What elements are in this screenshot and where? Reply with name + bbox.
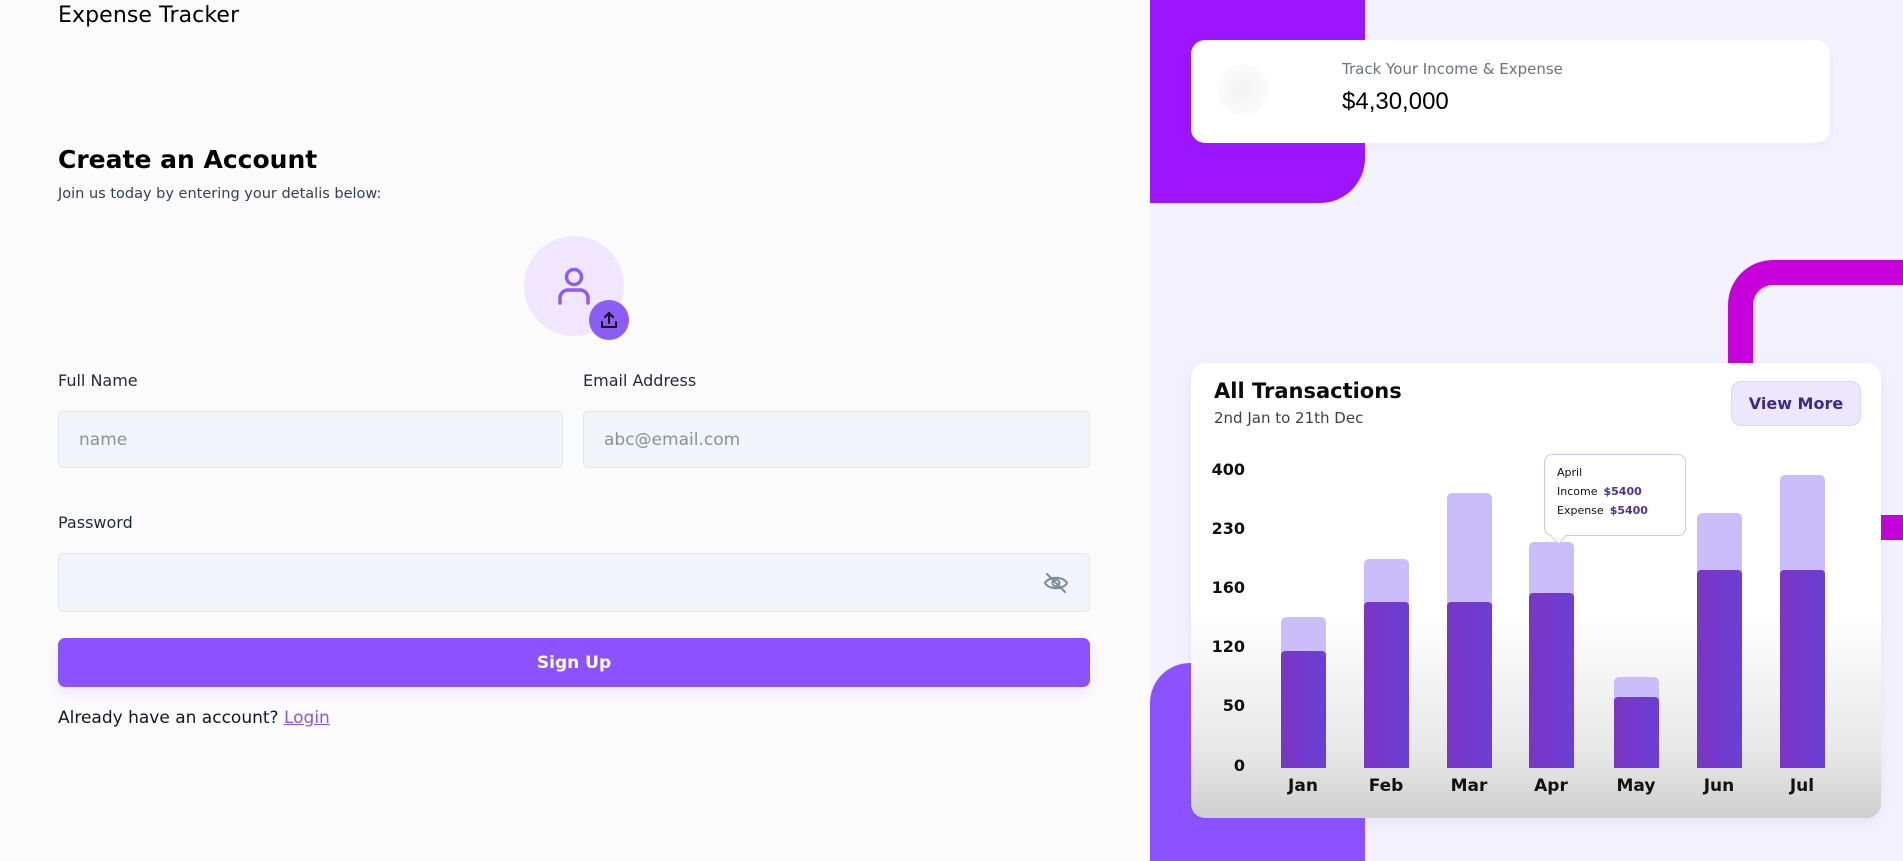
sign-up-button[interactable]: Sign Up [58, 638, 1090, 687]
full-name-label: Full Name [58, 371, 138, 390]
password-label: Password [58, 513, 133, 532]
login-link[interactable]: Login [283, 708, 330, 728]
stat-value: $4,30,000 [1342, 88, 1449, 115]
info-panel: Track Your Income & Expense $4,30,000 Al… [1150, 0, 1903, 861]
eye-off-icon [1043, 573, 1069, 593]
bar-jul[interactable] [1780, 475, 1825, 768]
bar-expense [1447, 602, 1492, 768]
tooltip-income-row: Income $5400 [1557, 482, 1673, 501]
tooltip-income-label: Income [1557, 485, 1598, 498]
login-prompt-text: Already have an account? [58, 708, 279, 728]
bar-jun[interactable] [1697, 513, 1742, 768]
bar-expense [1364, 602, 1409, 768]
email-input[interactable] [583, 411, 1090, 468]
chart-title: All Transactions [1214, 379, 1402, 403]
app-title: Expense Tracker [58, 3, 240, 28]
bar-mar[interactable] [1447, 493, 1492, 768]
toggle-password-visibility[interactable] [1042, 570, 1070, 596]
user-icon [558, 267, 590, 305]
upload-icon [601, 312, 617, 328]
income-expense-stat-card: Track Your Income & Expense $4,30,000 [1191, 40, 1830, 143]
email-label: Email Address [583, 371, 697, 390]
upload-photo-button[interactable] [589, 300, 629, 340]
y-axis-label: 160 [1211, 578, 1245, 597]
x-axis-label: Jul [1789, 776, 1815, 796]
y-axis-label: 120 [1211, 637, 1245, 656]
transactions-chart-card: All Transactions 2nd Jan to 21th Dec Vie… [1191, 363, 1881, 818]
x-axis-label: Apr [1534, 776, 1568, 796]
bar-jan[interactable] [1281, 617, 1326, 768]
stat-label: Track Your Income & Expense [1342, 60, 1563, 78]
bar-expense [1281, 651, 1326, 768]
x-axis-label: Feb [1368, 776, 1404, 796]
y-axis-label: 0 [1233, 756, 1245, 775]
bar-may[interactable] [1614, 677, 1659, 768]
y-axis-label: 230 [1211, 519, 1245, 538]
password-input[interactable] [58, 553, 1090, 612]
view-more-button[interactable]: View More [1731, 381, 1861, 426]
tooltip-month: April [1557, 466, 1583, 479]
signup-panel: Expense Tracker Create an Account Join u… [58, 3, 1090, 728]
trend-arrows-icon [1217, 64, 1269, 116]
tooltip-income-value: $5400 [1603, 485, 1642, 498]
y-axis-label: 400 [1211, 460, 1245, 479]
avatar-placeholder[interactable] [524, 236, 624, 336]
tooltip-expense-value: $5400 [1609, 504, 1648, 517]
page-subtitle: Join us today by entering your detalis b… [58, 186, 382, 202]
tooltip-expense-row: Expense $5400 [1557, 501, 1673, 520]
tooltip-expense-label: Expense [1557, 504, 1604, 517]
bar-expense [1697, 570, 1742, 768]
x-axis-label: Jun [1703, 776, 1735, 796]
chart-date-range: 2nd Jan to 21th Dec [1214, 409, 1364, 427]
y-axis-label: 50 [1222, 696, 1245, 715]
x-axis-label: Jan [1288, 776, 1318, 796]
chart-tooltip: April Income $5400 Expense $5400 [1544, 454, 1686, 536]
bar-expense [1614, 697, 1659, 768]
x-axis-label: Mar [1450, 776, 1488, 796]
bar-expense [1780, 570, 1825, 768]
decorative-bar [1881, 515, 1903, 540]
bar-apr[interactable] [1529, 542, 1574, 768]
page-title: Create an Account [58, 145, 318, 174]
full-name-input[interactable] [58, 411, 563, 468]
login-prompt-row: Already have an account? Login [58, 708, 330, 728]
x-axis-label: May [1616, 776, 1656, 796]
bar-feb[interactable] [1364, 559, 1409, 768]
bar-expense [1529, 593, 1574, 768]
